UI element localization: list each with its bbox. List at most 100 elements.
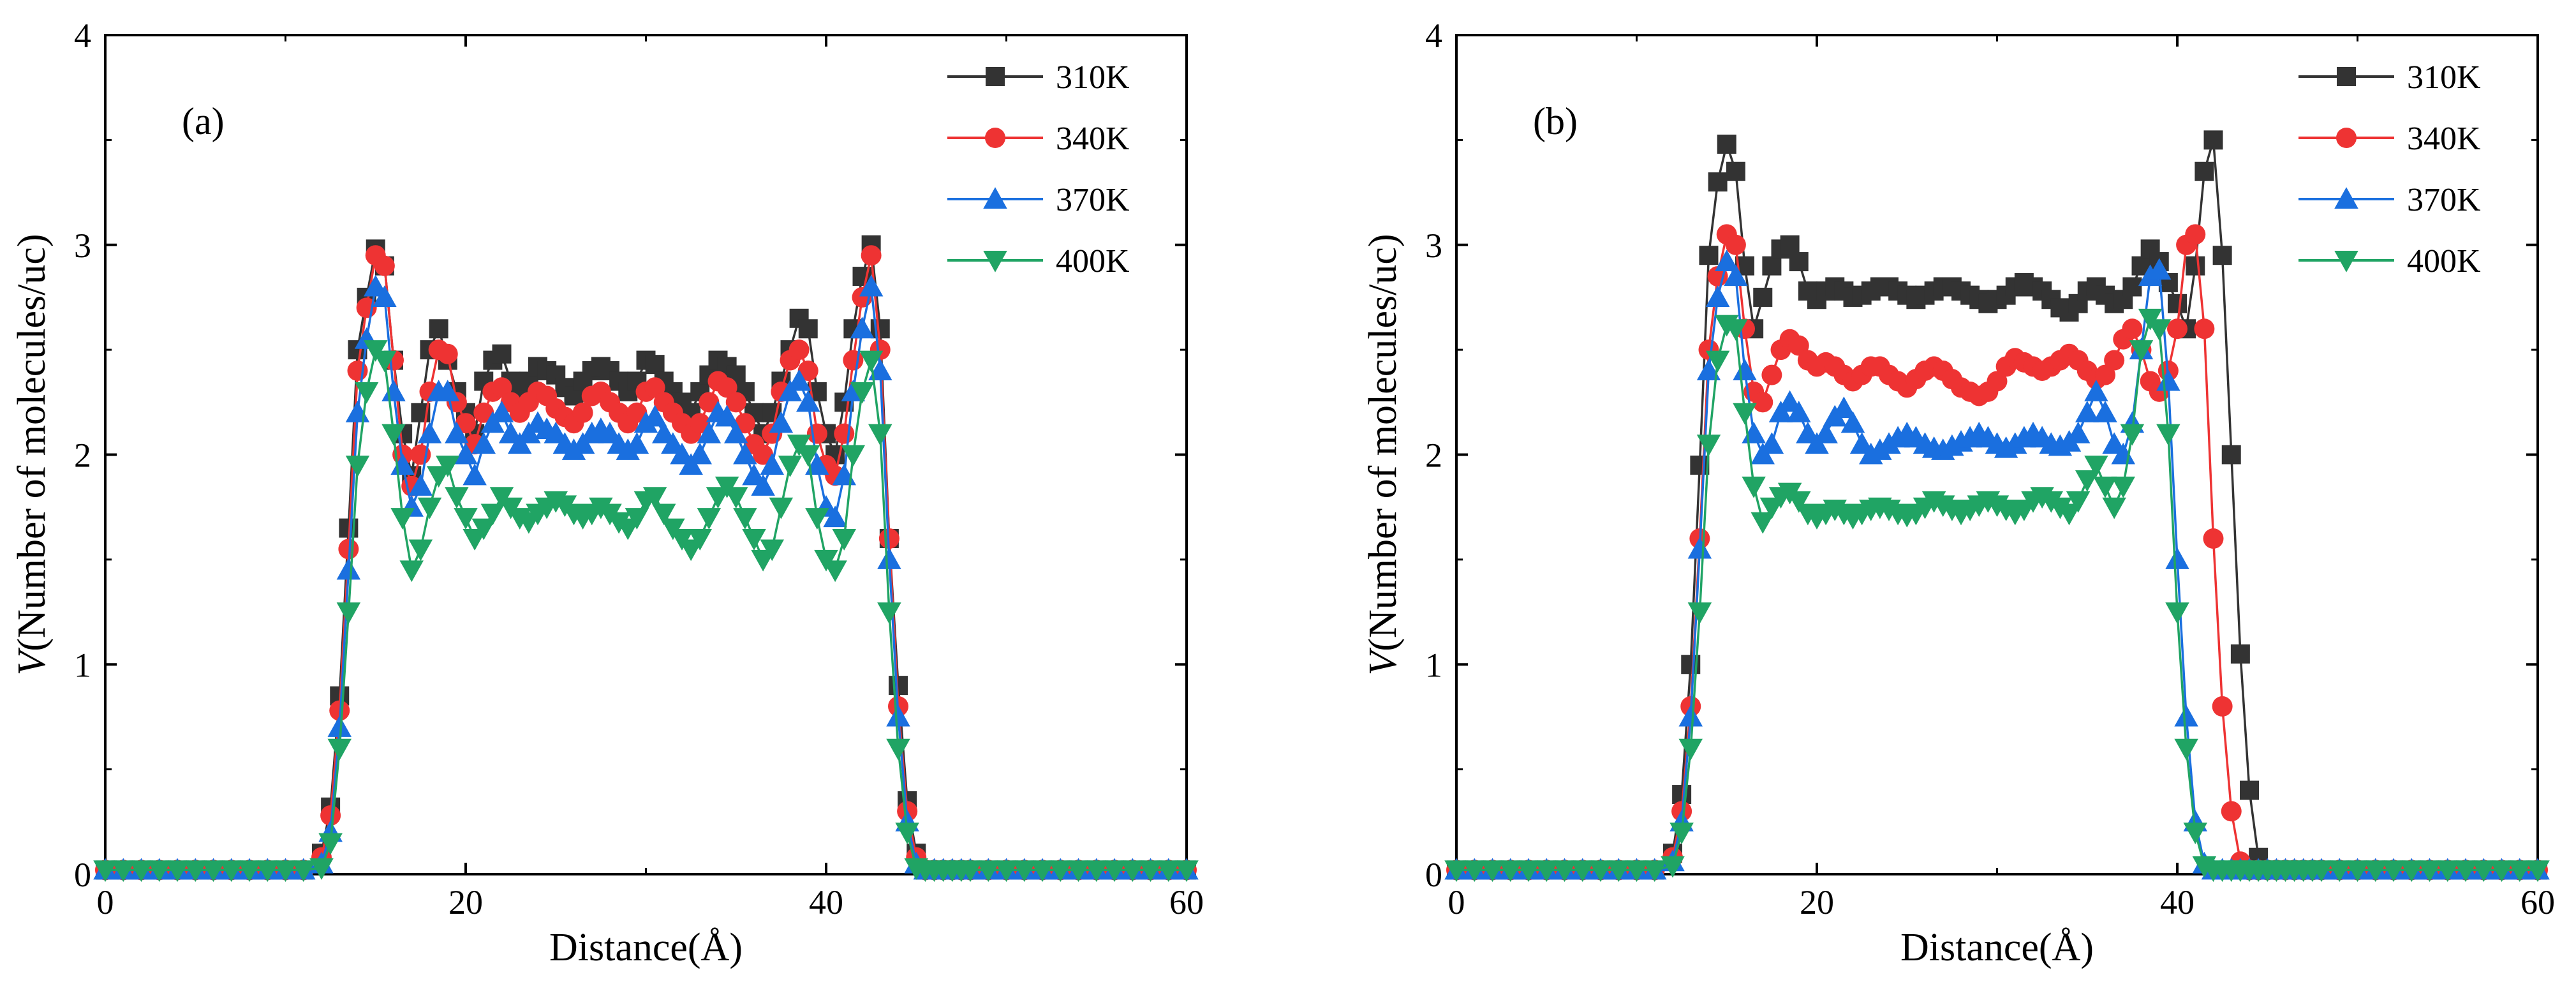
data-point (2489, 860, 2514, 883)
data-point (1102, 860, 1127, 883)
series-310K (96, 235, 1196, 880)
data-point (455, 413, 476, 434)
data-point (1120, 860, 1144, 883)
data-point (336, 602, 361, 624)
legend-label: 370K (2407, 182, 2481, 218)
data-point (2093, 476, 2117, 498)
series-400K (1444, 308, 2550, 883)
data-point (2066, 491, 2091, 513)
data-point (320, 805, 341, 826)
series-340K (95, 245, 1197, 881)
data-point (1678, 704, 1703, 727)
data-point (652, 503, 676, 526)
data-point (327, 715, 352, 737)
data-point (2120, 424, 2145, 446)
data-point (1715, 250, 1739, 272)
data-point (408, 539, 433, 562)
data-point (1753, 287, 1773, 307)
data-point (742, 529, 766, 551)
y-tick-label: 4 (74, 17, 91, 55)
y-tick-label: 3 (74, 227, 91, 265)
y-tick-label: 2 (1425, 436, 1442, 475)
data-point (976, 860, 1000, 883)
data-point (327, 738, 352, 761)
y-tick-label: 3 (1425, 227, 1442, 265)
data-point (2195, 161, 2214, 181)
data-point (850, 382, 875, 404)
series-400K (93, 340, 1199, 883)
data-point (471, 432, 496, 454)
data-point (1588, 860, 1613, 883)
y-tick-label: 4 (1425, 17, 1442, 55)
data-point (1725, 234, 1746, 255)
data-point (823, 505, 847, 528)
data-point (1690, 455, 1710, 475)
x-tick-label: 40 (2160, 883, 2195, 921)
data-point (309, 858, 334, 880)
data-point (688, 442, 712, 465)
data-point (850, 317, 875, 339)
series-line (1456, 317, 2538, 872)
data-point (823, 560, 847, 583)
data-point (2066, 421, 2091, 443)
data-point (318, 833, 343, 855)
legend: 310K 340K 370K 400K (947, 59, 1130, 279)
y-tick-label: 0 (1425, 856, 1442, 894)
data-point (183, 860, 207, 883)
y-tick-label: 1 (1425, 646, 1442, 684)
data-point (1084, 860, 1109, 883)
data-point (445, 421, 469, 443)
panel-label: (b) (1533, 100, 1578, 142)
legend-label: 340K (2407, 121, 2481, 157)
data-point (2230, 644, 2250, 664)
data-point (2167, 318, 2187, 339)
data-point (2084, 455, 2108, 477)
data-point (1724, 264, 1748, 287)
data-point (1624, 860, 1649, 883)
data-point (697, 421, 722, 443)
data-point (2508, 860, 2532, 883)
data-point (2436, 860, 2460, 883)
data-point (797, 361, 818, 381)
data-point (859, 274, 884, 297)
data-point (798, 319, 818, 339)
data-point (806, 423, 827, 444)
x-axis-label: Distance(Å) (1900, 926, 2094, 969)
data-point (219, 860, 244, 883)
legend-marker (986, 67, 1005, 86)
data-point (165, 860, 189, 883)
data-point (374, 255, 395, 276)
data-point (2147, 319, 2172, 341)
data-point (868, 424, 892, 446)
data-point (1174, 860, 1199, 883)
series-line (1456, 233, 2538, 872)
data-point (796, 445, 820, 467)
data-point (841, 445, 866, 467)
data-point (2212, 696, 2233, 717)
data-point (2183, 823, 2207, 844)
data-point (1987, 371, 2008, 392)
data-point (1840, 411, 1865, 433)
data-point (886, 738, 910, 761)
legend-label: 400K (2407, 243, 2481, 279)
data-point (2165, 602, 2189, 624)
data-point (688, 529, 712, 551)
data-point (788, 339, 810, 361)
data-point (111, 860, 135, 883)
data-point (147, 860, 172, 883)
data-point (436, 455, 460, 477)
legend-marker (983, 187, 1007, 209)
data-point (373, 285, 397, 307)
data-point (2471, 860, 2496, 883)
data-point (1444, 860, 1469, 883)
legend-marker (2334, 187, 2358, 209)
x-tick-label: 0 (1448, 883, 1465, 921)
data-point (642, 487, 667, 509)
data-point (2075, 401, 2099, 422)
data-point (2147, 258, 2172, 280)
data-point (1643, 860, 1667, 883)
data-point (697, 508, 722, 530)
y-axis-label-text: (Number of molecules/uc) (1361, 234, 1405, 651)
series-line (105, 254, 1187, 872)
data-point (471, 518, 496, 540)
